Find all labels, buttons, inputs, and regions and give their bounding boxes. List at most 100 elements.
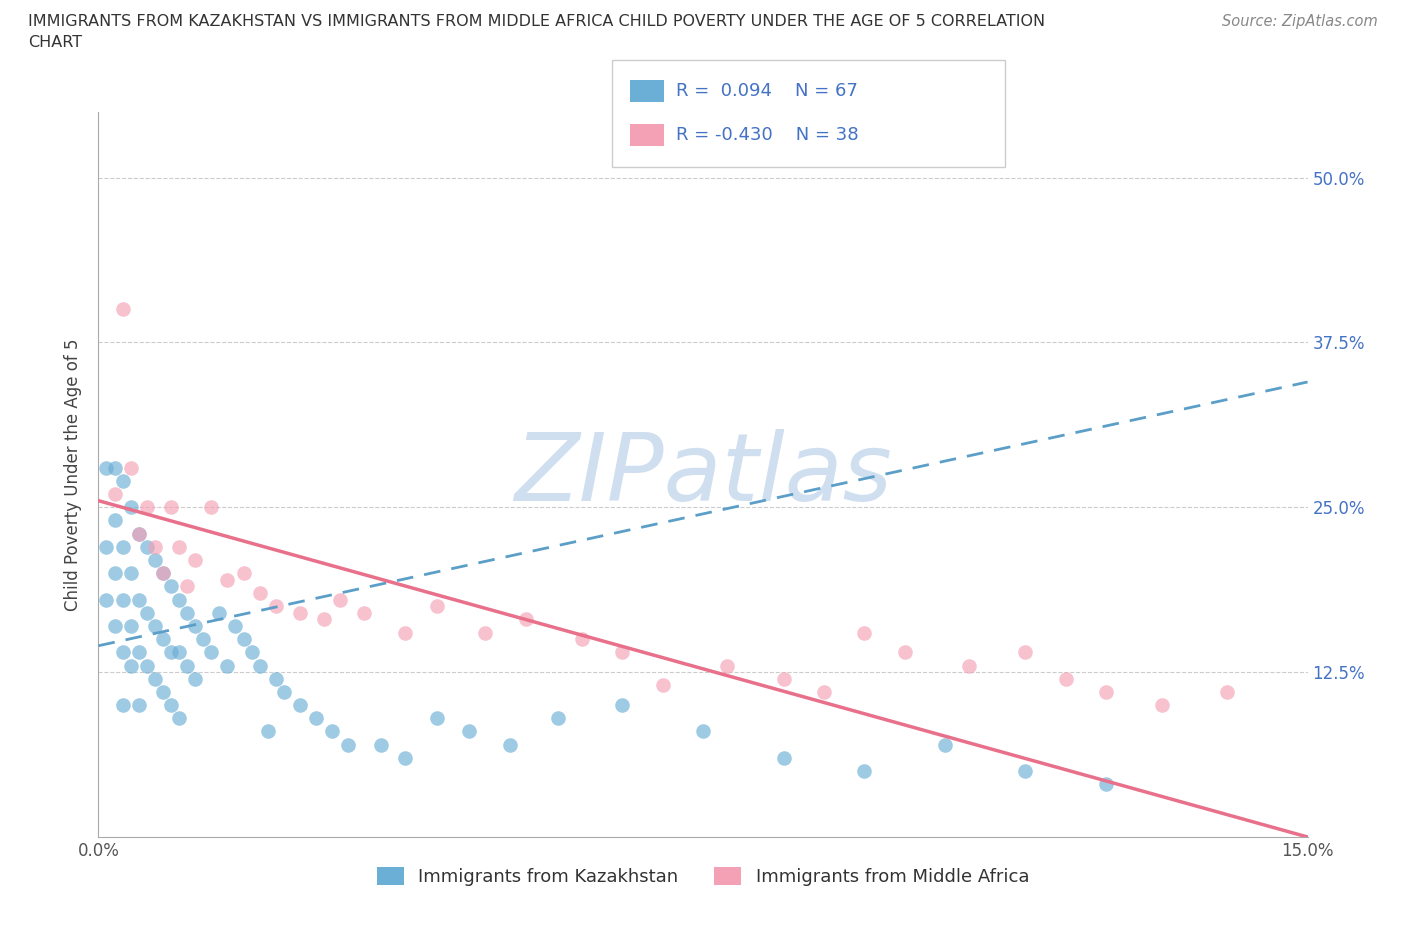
Point	[217, 658, 239, 673]
Point	[1014, 764, 1036, 778]
Point	[160, 644, 183, 659]
Point	[152, 684, 174, 699]
Y-axis label: Child Poverty Under the Age of 5: Child Poverty Under the Age of 5	[65, 338, 83, 611]
Point	[184, 552, 207, 567]
Point	[893, 644, 915, 659]
Point	[772, 751, 794, 765]
Point	[128, 526, 150, 541]
Point	[934, 737, 956, 752]
Point	[152, 631, 174, 646]
Point	[120, 460, 142, 475]
Point	[152, 565, 174, 580]
Point	[143, 671, 166, 686]
Text: R =  0.094    N = 67: R = 0.094 N = 67	[676, 82, 858, 100]
Point	[321, 724, 343, 739]
Point	[853, 764, 876, 778]
Point	[160, 499, 183, 514]
Point	[143, 539, 166, 554]
Point	[96, 592, 118, 607]
Point	[103, 618, 125, 633]
Point	[1095, 777, 1118, 791]
Point	[135, 658, 157, 673]
Point	[394, 751, 416, 765]
Text: CHART: CHART	[28, 35, 82, 50]
Point	[813, 684, 835, 699]
Point	[135, 499, 157, 514]
Point	[135, 539, 157, 554]
Point	[120, 658, 142, 673]
Point	[167, 644, 190, 659]
Point	[111, 698, 134, 712]
Point	[184, 671, 207, 686]
Point	[128, 526, 150, 541]
Point	[426, 711, 449, 725]
Point	[96, 539, 118, 554]
Point	[1014, 644, 1036, 659]
Point	[264, 599, 287, 614]
Point	[1095, 684, 1118, 699]
Point	[612, 698, 634, 712]
Point	[957, 658, 980, 673]
Point	[1054, 671, 1077, 686]
Point	[135, 605, 157, 620]
Point	[612, 644, 634, 659]
Point	[152, 565, 174, 580]
Point	[571, 631, 593, 646]
Point	[103, 460, 125, 475]
Point	[103, 486, 125, 501]
Point	[143, 552, 166, 567]
Point	[224, 618, 246, 633]
Point	[498, 737, 520, 752]
Point	[353, 605, 375, 620]
Point	[249, 586, 271, 601]
Point	[232, 631, 254, 646]
Point	[716, 658, 738, 673]
Point	[128, 644, 150, 659]
Point	[474, 625, 496, 640]
Point	[176, 605, 198, 620]
Point	[458, 724, 481, 739]
Point	[1216, 684, 1239, 699]
Point	[167, 711, 190, 725]
Point	[692, 724, 714, 739]
Point	[128, 698, 150, 712]
Point	[329, 592, 352, 607]
Point	[264, 671, 287, 686]
Point	[111, 302, 134, 317]
Point	[111, 644, 134, 659]
Point	[143, 618, 166, 633]
Point	[547, 711, 569, 725]
Point	[200, 499, 222, 514]
Point	[111, 539, 134, 554]
Point	[314, 612, 336, 627]
Point	[273, 684, 295, 699]
Point	[256, 724, 278, 739]
Point	[111, 592, 134, 607]
Point	[426, 599, 449, 614]
Point	[160, 579, 183, 594]
Point	[103, 565, 125, 580]
Point	[167, 539, 190, 554]
Point	[111, 473, 134, 488]
Point	[853, 625, 876, 640]
Point	[651, 678, 673, 693]
Point	[370, 737, 392, 752]
Point	[288, 605, 311, 620]
Point	[176, 658, 198, 673]
Point	[128, 592, 150, 607]
Text: ZIPatlas: ZIPatlas	[515, 429, 891, 520]
Point	[176, 579, 198, 594]
Text: Source: ZipAtlas.com: Source: ZipAtlas.com	[1222, 14, 1378, 29]
Point	[167, 592, 190, 607]
Point	[240, 644, 263, 659]
Point	[208, 605, 231, 620]
Point	[193, 631, 215, 646]
Point	[394, 625, 416, 640]
Point	[337, 737, 360, 752]
Point	[120, 499, 142, 514]
Point	[200, 644, 222, 659]
Text: IMMIGRANTS FROM KAZAKHSTAN VS IMMIGRANTS FROM MIDDLE AFRICA CHILD POVERTY UNDER : IMMIGRANTS FROM KAZAKHSTAN VS IMMIGRANTS…	[28, 14, 1045, 29]
Point	[103, 513, 125, 528]
Point	[515, 612, 537, 627]
Legend: Immigrants from Kazakhstan, Immigrants from Middle Africa: Immigrants from Kazakhstan, Immigrants f…	[370, 859, 1036, 893]
